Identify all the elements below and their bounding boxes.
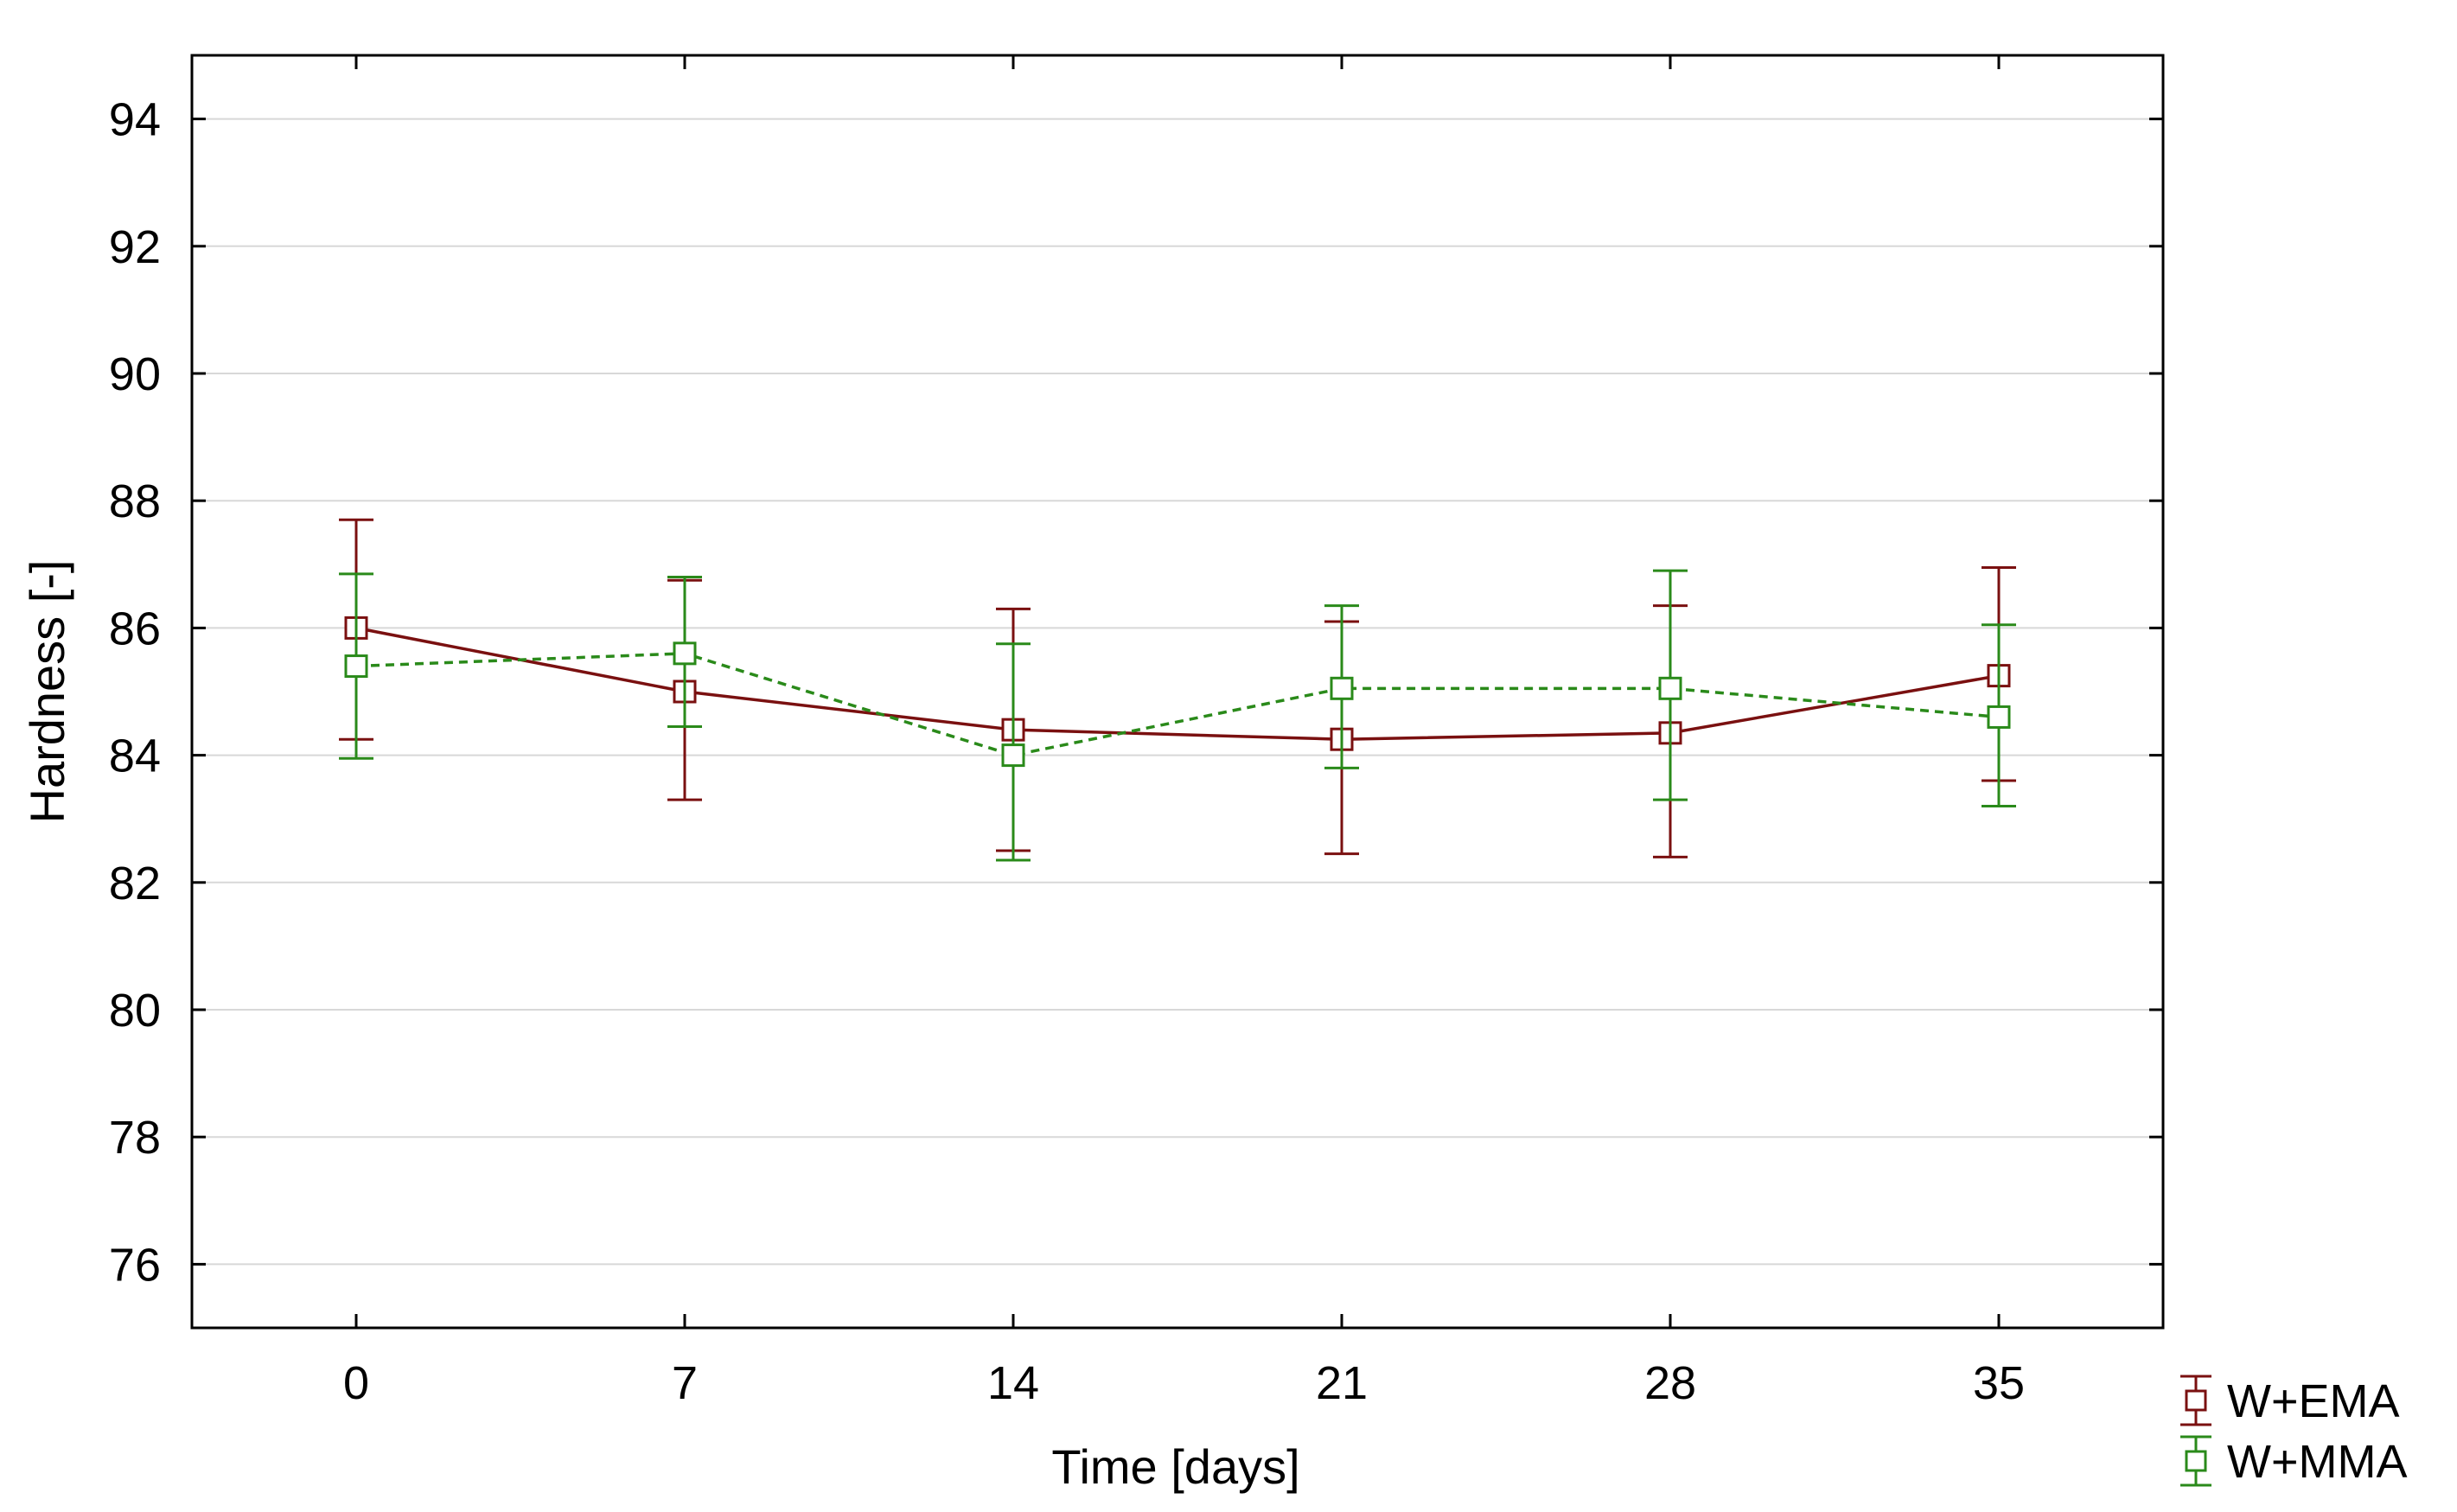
x-axis-title: Time [days] — [1051, 1439, 1299, 1494]
data-point — [1987, 705, 2011, 729]
x-tick-label: 21 — [1316, 1357, 1368, 1409]
data-point — [673, 641, 697, 666]
x-tick-label: 0 — [343, 1357, 369, 1409]
legend-marker — [2185, 1389, 2207, 1412]
x-tick-label: 14 — [987, 1357, 1039, 1409]
legend: W+EMA W+MMA — [2180, 1375, 2408, 1488]
y-tick-label: 76 — [109, 1239, 161, 1291]
y-tick-label: 86 — [109, 603, 161, 654]
series-layer — [339, 518, 2016, 862]
data-point — [1658, 676, 1682, 700]
series-W+MMA — [339, 569, 2016, 862]
legend-item: W+EMA — [2180, 1375, 2400, 1427]
y-tick-label: 94 — [109, 94, 161, 146]
gridlines — [192, 118, 2163, 1266]
y-tick-label: 88 — [109, 475, 161, 527]
y-tick-label: 92 — [109, 221, 161, 273]
y-tick-label: 90 — [109, 348, 161, 400]
plot-frame — [190, 54, 2165, 1330]
legend-label: W+MMA — [2227, 1436, 2408, 1488]
y-axis-title: Hardness [-] — [20, 560, 74, 824]
legend-item: W+MMA — [2180, 1435, 2408, 1488]
y-tick-label: 78 — [109, 1112, 161, 1164]
axes: 76 78 80 82 84 86 88 90 92 94 0 7 14 21 28 35 — [109, 55, 2163, 1409]
x-tick-label: 7 — [672, 1357, 698, 1409]
x-tick-label: 28 — [1644, 1357, 1696, 1409]
y-tick-label: 84 — [109, 730, 161, 782]
legend-marker — [2185, 1450, 2207, 1472]
data-point — [344, 654, 368, 679]
y-tick-label: 80 — [109, 985, 161, 1037]
data-point — [1330, 676, 1354, 700]
x-tick-label: 35 — [1973, 1357, 2025, 1409]
series-line — [355, 652, 2000, 757]
legend-label: W+EMA — [2227, 1375, 2400, 1427]
y-tick-label: 82 — [109, 858, 161, 909]
series-line — [355, 626, 2000, 741]
data-point — [1001, 743, 1025, 768]
